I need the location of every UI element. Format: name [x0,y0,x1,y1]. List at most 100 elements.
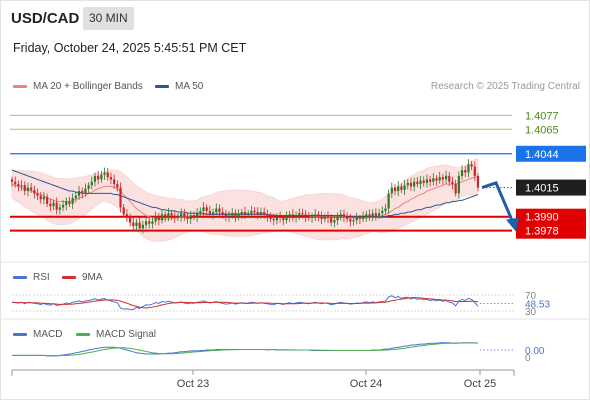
candle-body [10,179,14,182]
candle-body [183,213,186,217]
candle-body [71,198,74,204]
candle-body [138,222,141,229]
candle-body [33,189,36,194]
candle-body [349,219,352,222]
candle-body [55,202,58,210]
candle-body [199,210,202,214]
candle-body [243,212,247,215]
candle-body [320,216,323,220]
candle-body [416,181,419,185]
candle-body [448,175,451,182]
candle-body [205,207,208,211]
candle-body [333,220,336,223]
legend-ma20: MA 20 + Bollinger Bands [13,81,143,92]
candle-body [425,179,429,183]
projection-arrowhead [506,217,519,232]
level-tag-2 [516,145,586,162]
legend-rsi-label: RSI [33,272,50,283]
legend-rsi-ma-label: 9MA [82,272,103,283]
candle-body [122,207,125,215]
x-tick-label-0: Oct 23 [177,378,209,390]
candle-body [400,186,403,190]
candle-body [473,166,476,176]
candle-body [294,215,298,218]
candle-body [441,177,444,180]
candle-body [368,214,371,217]
candle-body [438,177,441,181]
candle-body [151,221,154,224]
candle-body [352,220,355,222]
macd-tick-0: 0 [525,353,531,364]
rsi-swatch [13,275,27,279]
level-tag-5 [516,222,586,239]
target-level-label-1: 1.4065 [525,124,559,136]
candle-body [176,216,180,218]
level-tag-label-2: 1.4044 [525,149,559,161]
candle-body [42,196,46,200]
candle-body [422,180,425,183]
chart-datetime: Friday, October 24, 2025 5:45:51 PM CET [13,41,247,55]
candle-body [14,181,17,185]
candle-body [406,182,409,186]
candle-body [339,214,342,217]
candle-body [413,181,416,187]
candle-body [291,214,294,218]
candle-body [215,208,218,213]
candle-body [275,216,279,221]
candle-body [451,181,454,185]
candle-body [17,184,20,187]
candle-body [52,202,55,207]
last-price-tag [516,179,586,196]
candle-body [317,214,320,217]
candle-body [100,174,103,180]
candle-body [26,187,30,192]
candle-body [467,164,470,173]
candle-body [237,214,240,217]
candle-body [128,216,132,223]
candle-body [77,191,81,196]
candle-body [259,212,263,215]
candle-body [419,180,422,185]
legend-ma50: MA 50 [155,81,203,92]
candle-body [109,177,113,180]
candle-body [310,216,314,218]
last-price-label: 1.4015 [525,183,559,195]
target-level-label-0: 1.4077 [525,110,559,122]
candle-body [361,216,365,220]
candle-body [180,213,183,217]
candle-body [358,217,362,220]
legend-macd-signal-label: MACD Signal [96,329,157,340]
macd-last-value: 0.00 [525,346,545,357]
candle-body [196,213,199,217]
candle-body [460,170,464,176]
x-tick-label-1: Oct 24 [350,378,382,390]
candle-body [464,170,467,173]
candle-body [202,207,205,211]
candle-body [387,193,390,209]
candle-body [49,203,52,207]
level-tag-label-4: 1.3990 [525,212,559,224]
candle-body [113,179,116,185]
candle-body [87,185,90,189]
candle-body [61,205,65,208]
timeframe-button[interactable]: 30 MIN [83,7,134,30]
legend-macd: MACD [13,329,62,340]
candle-body [58,207,61,210]
candle-body [371,213,374,217]
level-tag-4 [516,208,586,225]
legend-rsi: RSI [13,272,50,283]
candle-body [266,214,269,217]
candles [10,159,480,234]
candle-body [170,213,173,216]
candle-body [20,185,23,187]
candle-body [23,185,26,192]
candle-body [409,182,413,187]
legend-macd-label: MACD [33,329,63,340]
bollinger-band [11,158,479,242]
candle-body [68,201,71,204]
legend-macd-signal: MACD Signal [76,329,156,340]
candle-body [298,213,301,216]
ma20-swatch [13,84,27,88]
candle-body [189,215,192,220]
